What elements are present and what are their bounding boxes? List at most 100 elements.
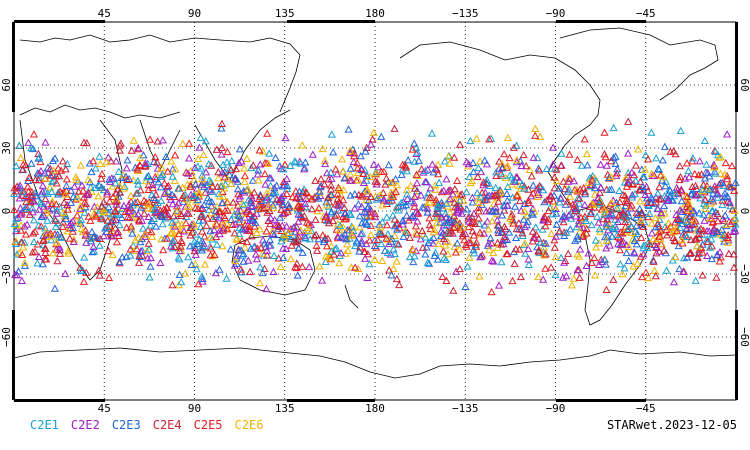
triangle-open-icon bbox=[660, 191, 669, 200]
triangle-open-icon bbox=[114, 167, 123, 175]
triangle-open-icon bbox=[713, 189, 722, 197]
legend-item-c2e2: C2E2 bbox=[70, 418, 100, 432]
triangle-open-icon bbox=[377, 132, 386, 140]
triangle-open-icon bbox=[91, 164, 100, 172]
triangle-open-icon bbox=[128, 229, 137, 237]
triangle-open-icon bbox=[282, 189, 291, 198]
triangle-open-icon bbox=[148, 232, 157, 240]
triangle-open-icon bbox=[638, 182, 647, 190]
triangle-open-icon bbox=[220, 173, 229, 181]
legend-item-c2e6: C2E6 bbox=[234, 418, 264, 432]
triangle-open-icon bbox=[143, 225, 153, 234]
edge-bars bbox=[12, 20, 738, 402]
triangle-open-icon bbox=[509, 143, 519, 151]
triangle-open-icon bbox=[676, 126, 685, 135]
triangle-open-icon bbox=[218, 198, 227, 207]
triangle-open-icon bbox=[555, 198, 564, 206]
triangle-open-icon bbox=[713, 251, 722, 259]
triangle-open-icon bbox=[131, 163, 140, 171]
triangle-open-icon bbox=[613, 217, 623, 226]
triangle-open-icon bbox=[77, 181, 87, 189]
triangle-open-icon bbox=[511, 202, 520, 210]
triangle-open-icon bbox=[464, 217, 473, 225]
triangle-open-icon bbox=[272, 181, 281, 189]
triangle-open-icon bbox=[111, 224, 120, 232]
triangle-open-icon bbox=[23, 182, 32, 190]
triangle-open-icon bbox=[423, 200, 432, 208]
triangle-open-icon bbox=[136, 237, 145, 246]
triangle-open-icon bbox=[613, 239, 623, 248]
triangle-open-icon bbox=[377, 239, 386, 248]
coastlines bbox=[13, 27, 737, 379]
coast-africa bbox=[19, 119, 123, 281]
triangle-open-icon bbox=[485, 191, 494, 199]
triangle-open-icon bbox=[608, 205, 617, 213]
triangle-open-icon bbox=[715, 180, 724, 188]
triangle-open-icon bbox=[363, 273, 372, 282]
triangle-open-icon bbox=[569, 176, 579, 185]
triangle-open-icon bbox=[31, 175, 40, 183]
triangle-open-icon bbox=[94, 209, 103, 217]
triangle-open-icon bbox=[382, 234, 391, 242]
triangle-open-icon bbox=[138, 246, 147, 254]
triangle-open-icon bbox=[393, 225, 402, 233]
triangle-open-icon bbox=[582, 229, 591, 237]
triangle-open-icon bbox=[168, 199, 177, 208]
triangle-open-icon bbox=[594, 218, 603, 226]
triangle-open-icon bbox=[48, 197, 57, 205]
triangle-open-icon bbox=[37, 212, 46, 220]
triangle-open-icon bbox=[409, 246, 418, 254]
triangle-open-icon bbox=[552, 209, 561, 217]
triangle-open-icon bbox=[79, 277, 88, 285]
triangle-open-icon bbox=[439, 247, 448, 255]
triangle-open-icon bbox=[709, 160, 718, 168]
triangle-open-icon bbox=[340, 174, 349, 182]
triangle-open-icon bbox=[375, 228, 384, 236]
triangle-open-icon bbox=[234, 158, 243, 167]
triangle-open-icon bbox=[229, 198, 238, 206]
top-lon-label: 90 bbox=[188, 7, 201, 20]
triangle-open-icon bbox=[348, 223, 357, 231]
triangle-open-icon bbox=[376, 190, 385, 198]
triangle-open-icon bbox=[232, 251, 241, 260]
triangle-open-icon bbox=[691, 276, 700, 284]
triangle-open-icon bbox=[619, 209, 628, 217]
triangle-open-icon bbox=[12, 161, 21, 170]
triangle-open-icon bbox=[87, 167, 96, 176]
triangle-open-icon bbox=[590, 253, 599, 261]
triangle-open-icon bbox=[571, 236, 580, 244]
triangle-open-icon bbox=[402, 190, 412, 198]
triangle-open-icon bbox=[270, 251, 279, 259]
triangle-open-icon bbox=[207, 197, 216, 206]
triangle-open-icon bbox=[193, 195, 203, 204]
triangle-open-icon bbox=[262, 284, 271, 293]
triangle-open-icon bbox=[495, 157, 504, 165]
triangle-open-icon bbox=[95, 181, 104, 189]
triangle-open-icon bbox=[63, 205, 72, 213]
triangle-open-icon bbox=[149, 193, 158, 202]
triangle-open-icon bbox=[336, 221, 345, 229]
triangle-open-icon bbox=[671, 150, 680, 158]
triangle-open-icon bbox=[251, 218, 260, 226]
triangle-open-icon bbox=[562, 228, 571, 236]
triangle-open-icon bbox=[314, 203, 323, 212]
triangle-open-icon bbox=[33, 259, 42, 267]
triangle-open-icon bbox=[549, 143, 558, 151]
triangle-open-icon bbox=[596, 160, 605, 168]
triangle-open-icon bbox=[425, 214, 434, 222]
triangle-open-icon bbox=[240, 177, 249, 185]
triangle-open-icon bbox=[158, 136, 167, 144]
triangle-open-icon bbox=[141, 232, 150, 240]
coast-antarctica bbox=[13, 347, 737, 379]
triangle-open-icon bbox=[265, 149, 274, 157]
triangle-open-icon bbox=[73, 194, 82, 202]
triangle-open-icon bbox=[607, 198, 616, 207]
triangle-open-icon bbox=[406, 181, 415, 189]
observation-markers bbox=[10, 117, 740, 296]
triangle-open-icon bbox=[573, 155, 582, 163]
triangle-open-icon bbox=[410, 202, 419, 210]
triangle-open-icon bbox=[468, 227, 477, 235]
triangle-open-icon bbox=[21, 230, 30, 238]
triangle-open-icon bbox=[170, 192, 179, 201]
top-lon-label: −135 bbox=[452, 7, 479, 20]
